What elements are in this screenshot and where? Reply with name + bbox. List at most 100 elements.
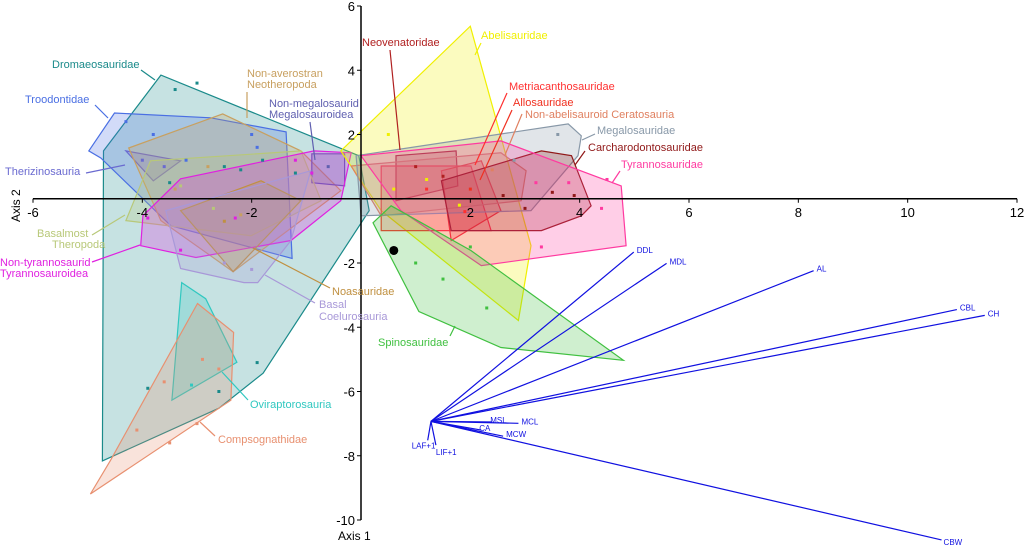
label-leader-line: [449, 325, 456, 337]
data-points: [124, 81, 609, 445]
label-leader-line: [581, 133, 596, 141]
point-8-1: [250, 267, 254, 271]
hull-9: [171, 281, 238, 402]
highlight-point: [389, 245, 399, 255]
point-1-1: [151, 133, 155, 136]
point-18-2: [600, 206, 604, 210]
y-tick-label: -6: [343, 385, 355, 400]
label-leader-line: [574, 150, 586, 166]
hull-18: [359, 140, 627, 267]
point-6-2: [233, 216, 237, 220]
point-0-8: [146, 386, 150, 390]
point-13-0: [425, 187, 429, 191]
point-0-9: [255, 361, 259, 365]
x-tick-label: -2: [246, 205, 258, 220]
x-tick-label: 4: [576, 205, 583, 220]
group-label: Noasauridae: [332, 286, 394, 298]
loading-label: LAF+1: [412, 441, 436, 450]
x-tick-label: 8: [795, 205, 802, 220]
point-9-0: [190, 383, 194, 387]
group-label: Allosauridae: [513, 97, 574, 109]
point-19-3: [468, 245, 472, 249]
loading-vector-al: [430, 270, 814, 422]
point-4-0: [326, 165, 330, 169]
point-14-0: [468, 187, 472, 191]
point-10-3: [135, 428, 139, 432]
label-leader-line: [479, 109, 513, 181]
point-0-4: [293, 171, 297, 175]
y-tick-label: -4: [343, 320, 355, 335]
loading-label: MDL: [670, 257, 687, 266]
point-0-2: [222, 165, 226, 169]
point-17-2: [501, 194, 505, 198]
group-label: Non-tyrannosaurid Tyrannosauroidea: [0, 257, 91, 280]
point-1-3: [255, 145, 259, 149]
point-18-0: [534, 181, 538, 185]
point-13-1: [463, 210, 467, 214]
group-label: Basalmost Theropoda: [37, 228, 106, 251]
point-11-2: [392, 187, 396, 191]
group-label: Non-averostran Neotheropoda: [247, 68, 323, 91]
point-5-0: [179, 184, 183, 188]
group-labels: Dromaeosauridae Troodontidae Therizinosaur…: [0, 30, 703, 446]
point-12-0: [414, 165, 418, 169]
label-leader-line: [611, 170, 621, 184]
point-6-3: [293, 158, 297, 162]
group-label: Megalosauridae: [597, 125, 675, 137]
point-5-1: [211, 206, 215, 210]
label-leader-line: [309, 121, 316, 161]
point-10-2: [162, 380, 166, 384]
point-3-1: [173, 187, 177, 191]
point-12-1: [441, 174, 445, 178]
y-tick-label: 6: [348, 0, 355, 14]
x-axis-title: Axis 1: [338, 529, 371, 543]
point-17-3: [572, 194, 576, 198]
point-18-4: [539, 245, 543, 249]
group-label: Abelisauridae: [481, 30, 548, 42]
x-tick-label: 6: [685, 205, 692, 220]
y-tick-label: 2: [348, 128, 355, 143]
point-1-0: [124, 120, 128, 124]
hull-10: [89, 302, 235, 495]
point-3-2: [239, 213, 243, 217]
point-16-1: [512, 158, 516, 162]
hull-19: [372, 205, 626, 362]
hull-11: [340, 25, 532, 322]
loading-label: CA: [479, 424, 491, 433]
point-18-1: [567, 181, 571, 185]
loading-label: MSL: [490, 416, 507, 425]
loading-vector-ddl: [430, 251, 635, 422]
point-19-2: [485, 306, 489, 310]
x-tick-label: -6: [27, 205, 39, 220]
loading-vector-lif: [430, 421, 437, 446]
point-10-4: [168, 441, 172, 445]
label-leader-line: [140, 69, 156, 81]
label-leader-line: [199, 421, 216, 437]
loading-label: LIF+1: [436, 448, 457, 457]
loading-label: CBW: [944, 538, 963, 547]
hull-7: [179, 180, 302, 273]
point-2-0: [140, 158, 144, 162]
loading-vector-cbw: [430, 420, 942, 541]
loading-label: AL: [817, 265, 827, 274]
loading-vector-laf: [427, 421, 432, 441]
x-tick-label: 2: [467, 205, 474, 220]
point-18-3: [605, 177, 609, 181]
point-19-1: [441, 277, 445, 281]
x-tick-label: 12: [1010, 205, 1024, 220]
loading-vector-mdl: [430, 262, 667, 422]
hull-0: [101, 74, 370, 462]
group-label: Spinosauridae: [378, 337, 448, 349]
y-tick-label: -2: [343, 256, 355, 271]
group-label: Dromaeosauridae: [52, 59, 139, 71]
y-tick-label: -8: [343, 449, 355, 464]
loading-vector-msl: [430, 420, 493, 423]
label-leader-line: [264, 274, 316, 304]
x-tick-label: 10: [900, 205, 914, 220]
group-label: Tyrannosauridae: [621, 159, 703, 171]
point-16-0: [556, 133, 560, 136]
group-label: Oviraptorosauria: [250, 399, 332, 411]
loading-label: CBL: [960, 304, 976, 313]
